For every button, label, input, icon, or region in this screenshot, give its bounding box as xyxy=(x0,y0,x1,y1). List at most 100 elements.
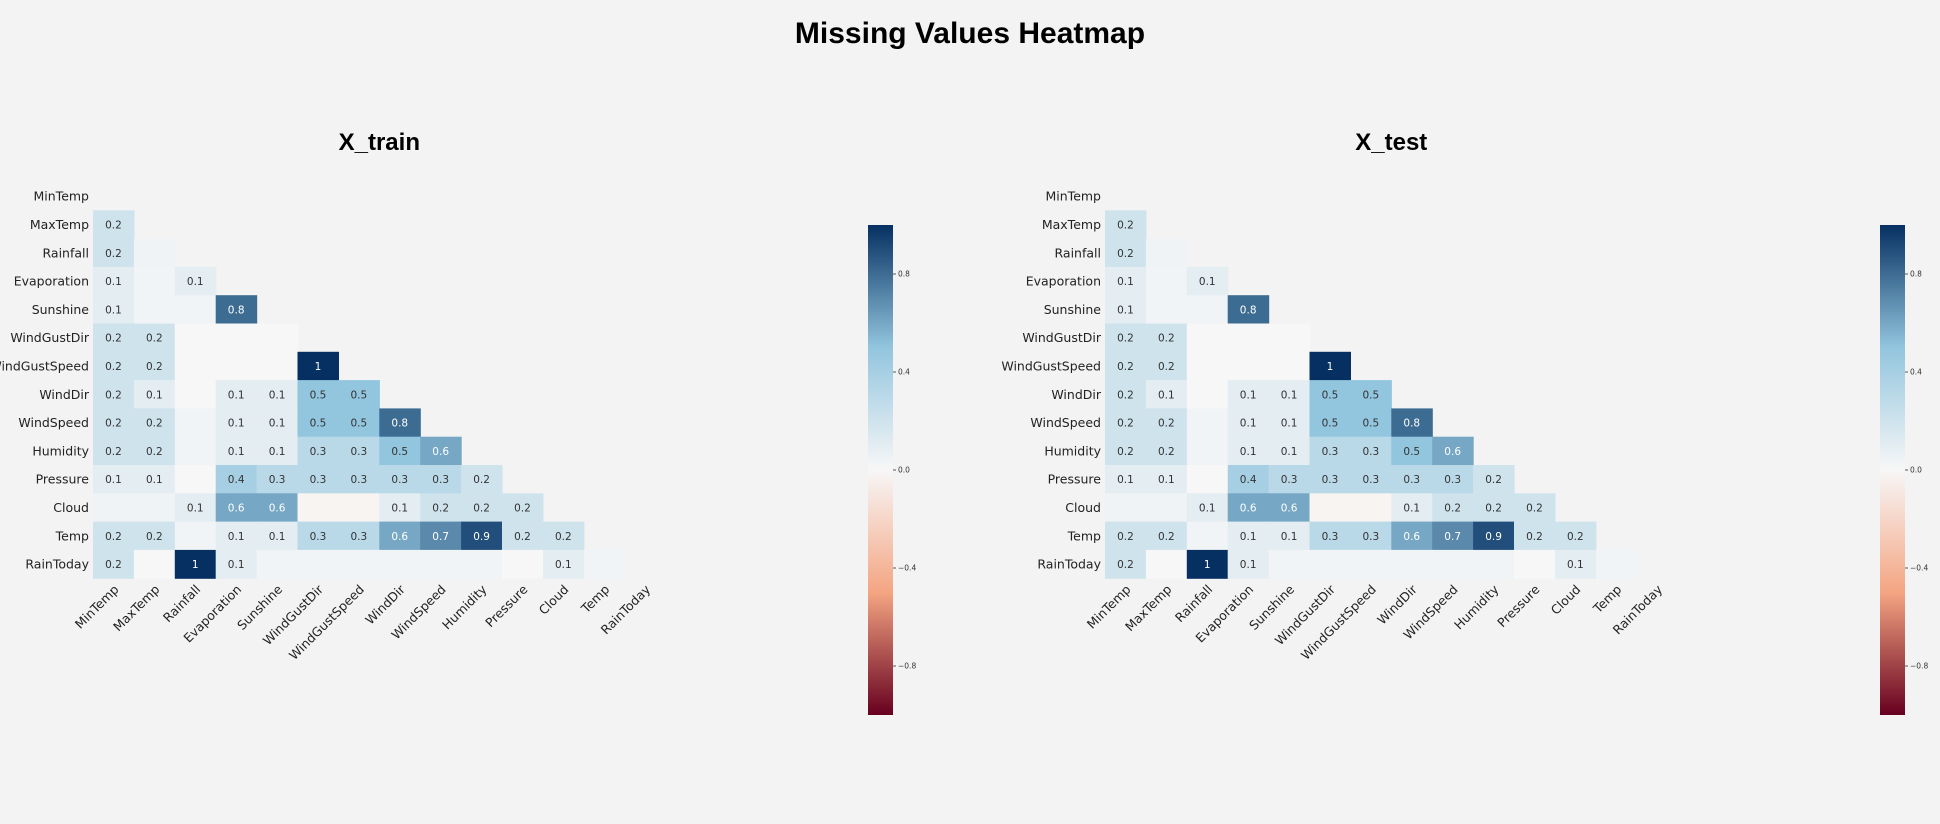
heatmap-cell xyxy=(256,380,299,409)
column-label: Cloud xyxy=(536,582,572,618)
heatmap-cell xyxy=(1186,295,1229,325)
heatmap-cell xyxy=(1186,436,1229,466)
heatmap-cell xyxy=(174,549,217,579)
cell-value-label: 0.1 xyxy=(1281,418,1298,430)
heatmap-cell xyxy=(379,465,421,494)
heatmap-cell xyxy=(93,380,135,409)
cell-value-label: 0.1 xyxy=(1403,502,1420,514)
heatmap-cell xyxy=(93,436,135,466)
heatmap-cell xyxy=(93,210,135,240)
heatmap-cell xyxy=(133,465,176,494)
cell-value-label: 0.5 xyxy=(1322,389,1339,401)
cell-value-label: 0.2 xyxy=(1117,219,1134,231)
heatmap-cell xyxy=(1105,408,1147,438)
heatmap-cell xyxy=(297,351,339,381)
heatmap-cell xyxy=(1309,408,1351,438)
cell-value-label: 0.1 xyxy=(1117,276,1134,288)
heatmap-cell xyxy=(215,521,258,551)
cell-value-label: 0.1 xyxy=(1240,559,1257,571)
colorbar-tick-label: 0.4 xyxy=(1910,368,1922,377)
cell-value-label: 0.3 xyxy=(1362,446,1379,458)
heatmap-cell xyxy=(1391,521,1433,551)
heatmap-cell xyxy=(215,295,258,325)
heatmap-cell xyxy=(461,521,503,551)
cell-value-label: 0.8 xyxy=(228,304,245,316)
heatmap-cell xyxy=(93,351,135,381)
cell-value-label: 0.1 xyxy=(228,531,245,543)
heatmap-cell xyxy=(133,521,176,551)
cell-value-label: 0.2 xyxy=(105,418,122,430)
cell-value-label: 0.6 xyxy=(1444,446,1461,458)
heatmap-cell xyxy=(338,465,380,494)
heatmap-cell xyxy=(1145,549,1188,579)
cell-value-label: 1 xyxy=(315,361,322,373)
cell-value-label: 0.1 xyxy=(1117,474,1134,486)
cell-value-label: 0.2 xyxy=(1117,361,1134,373)
heatmap-cell xyxy=(1350,521,1392,551)
heatmap-cell xyxy=(379,549,421,579)
cell-value-label: 0.2 xyxy=(1444,502,1461,514)
heatmap-cell xyxy=(133,493,176,523)
cell-value-label: 0.2 xyxy=(1158,361,1175,373)
cell-value-label: 0.1 xyxy=(1240,389,1257,401)
column-label: WindGustSpeed xyxy=(286,582,367,663)
heatmap-cell xyxy=(1268,465,1311,494)
heatmap-cell xyxy=(338,380,380,409)
heatmap-cell xyxy=(93,295,135,325)
heatmap-panel-X_test: X_test 0.2 0.2 0.1 0.1 0.1 0.8 0.2 0.2 0.2 0.2 1 0.2… xyxy=(1001,129,1928,715)
heatmap-cell xyxy=(1105,549,1147,579)
heatmap-cell xyxy=(1391,465,1433,494)
heatmap-cell xyxy=(502,549,544,579)
cell-value-label: 0.3 xyxy=(350,474,367,486)
heatmap-cell xyxy=(256,493,299,523)
cell-value-label: 0.2 xyxy=(1526,531,1543,543)
heatmap-cell xyxy=(133,295,176,325)
heatmap-cell xyxy=(1105,465,1147,494)
heatmap-cell xyxy=(542,549,585,579)
heatmap-cell xyxy=(1268,436,1311,466)
heatmap-cell xyxy=(1105,266,1147,296)
heatmap-cell xyxy=(1145,238,1188,268)
cell-value-label: 1 xyxy=(1204,559,1211,571)
heatmap-cell xyxy=(1473,521,1515,551)
heatmap-cell xyxy=(256,549,299,579)
row-label: Rainfall xyxy=(1055,245,1101,260)
heatmap-cell xyxy=(1309,549,1351,579)
cell-value-label: 0.2 xyxy=(1117,418,1134,430)
heatmap-cell xyxy=(420,549,462,579)
cell-value-label: 0.3 xyxy=(269,474,286,486)
heatmap-cell xyxy=(379,408,421,438)
cell-value-label: 1 xyxy=(192,559,199,571)
cell-value-label: 0.1 xyxy=(555,559,572,571)
heatmap-cell xyxy=(1227,323,1270,353)
cell-value-label: 0.1 xyxy=(1117,304,1134,316)
heatmap-cell xyxy=(1391,436,1433,466)
column-label: Cloud xyxy=(1548,582,1584,618)
heatmap-cell xyxy=(1309,465,1351,494)
cell-value-label: 0.5 xyxy=(350,418,367,430)
colorbar-tick-label: 0.8 xyxy=(898,270,910,279)
heatmap-cell xyxy=(1514,549,1556,579)
cell-value-label: 0.5 xyxy=(1362,389,1379,401)
cell-value-label: 0.9 xyxy=(1485,531,1502,543)
heatmap-cell xyxy=(1227,493,1270,523)
column-label: Humidity xyxy=(439,581,490,632)
heatmap-cell xyxy=(379,493,421,523)
heatmap-cell xyxy=(1227,436,1270,466)
cell-value-label: 0.1 xyxy=(1240,446,1257,458)
cell-value-label: 0.2 xyxy=(105,361,122,373)
cell-value-label: 0.2 xyxy=(1117,333,1134,345)
cell-value-label: 0.3 xyxy=(310,446,327,458)
heatmap-cell xyxy=(461,549,503,579)
row-label: RainToday xyxy=(1037,557,1101,572)
cell-value-label: 0.3 xyxy=(1362,474,1379,486)
heatmap-cell xyxy=(338,408,380,438)
cell-value-label: 0.6 xyxy=(269,502,286,514)
colorbar-tick-label: −0.4 xyxy=(1910,564,1928,573)
heatmap-cell xyxy=(1432,549,1474,579)
heatmap-cell xyxy=(1473,465,1515,494)
heatmap-cell xyxy=(1145,521,1188,551)
heatmap-cell xyxy=(133,408,176,438)
cell-value-label: 0.4 xyxy=(1240,474,1257,486)
heatmap-cell xyxy=(420,465,462,494)
